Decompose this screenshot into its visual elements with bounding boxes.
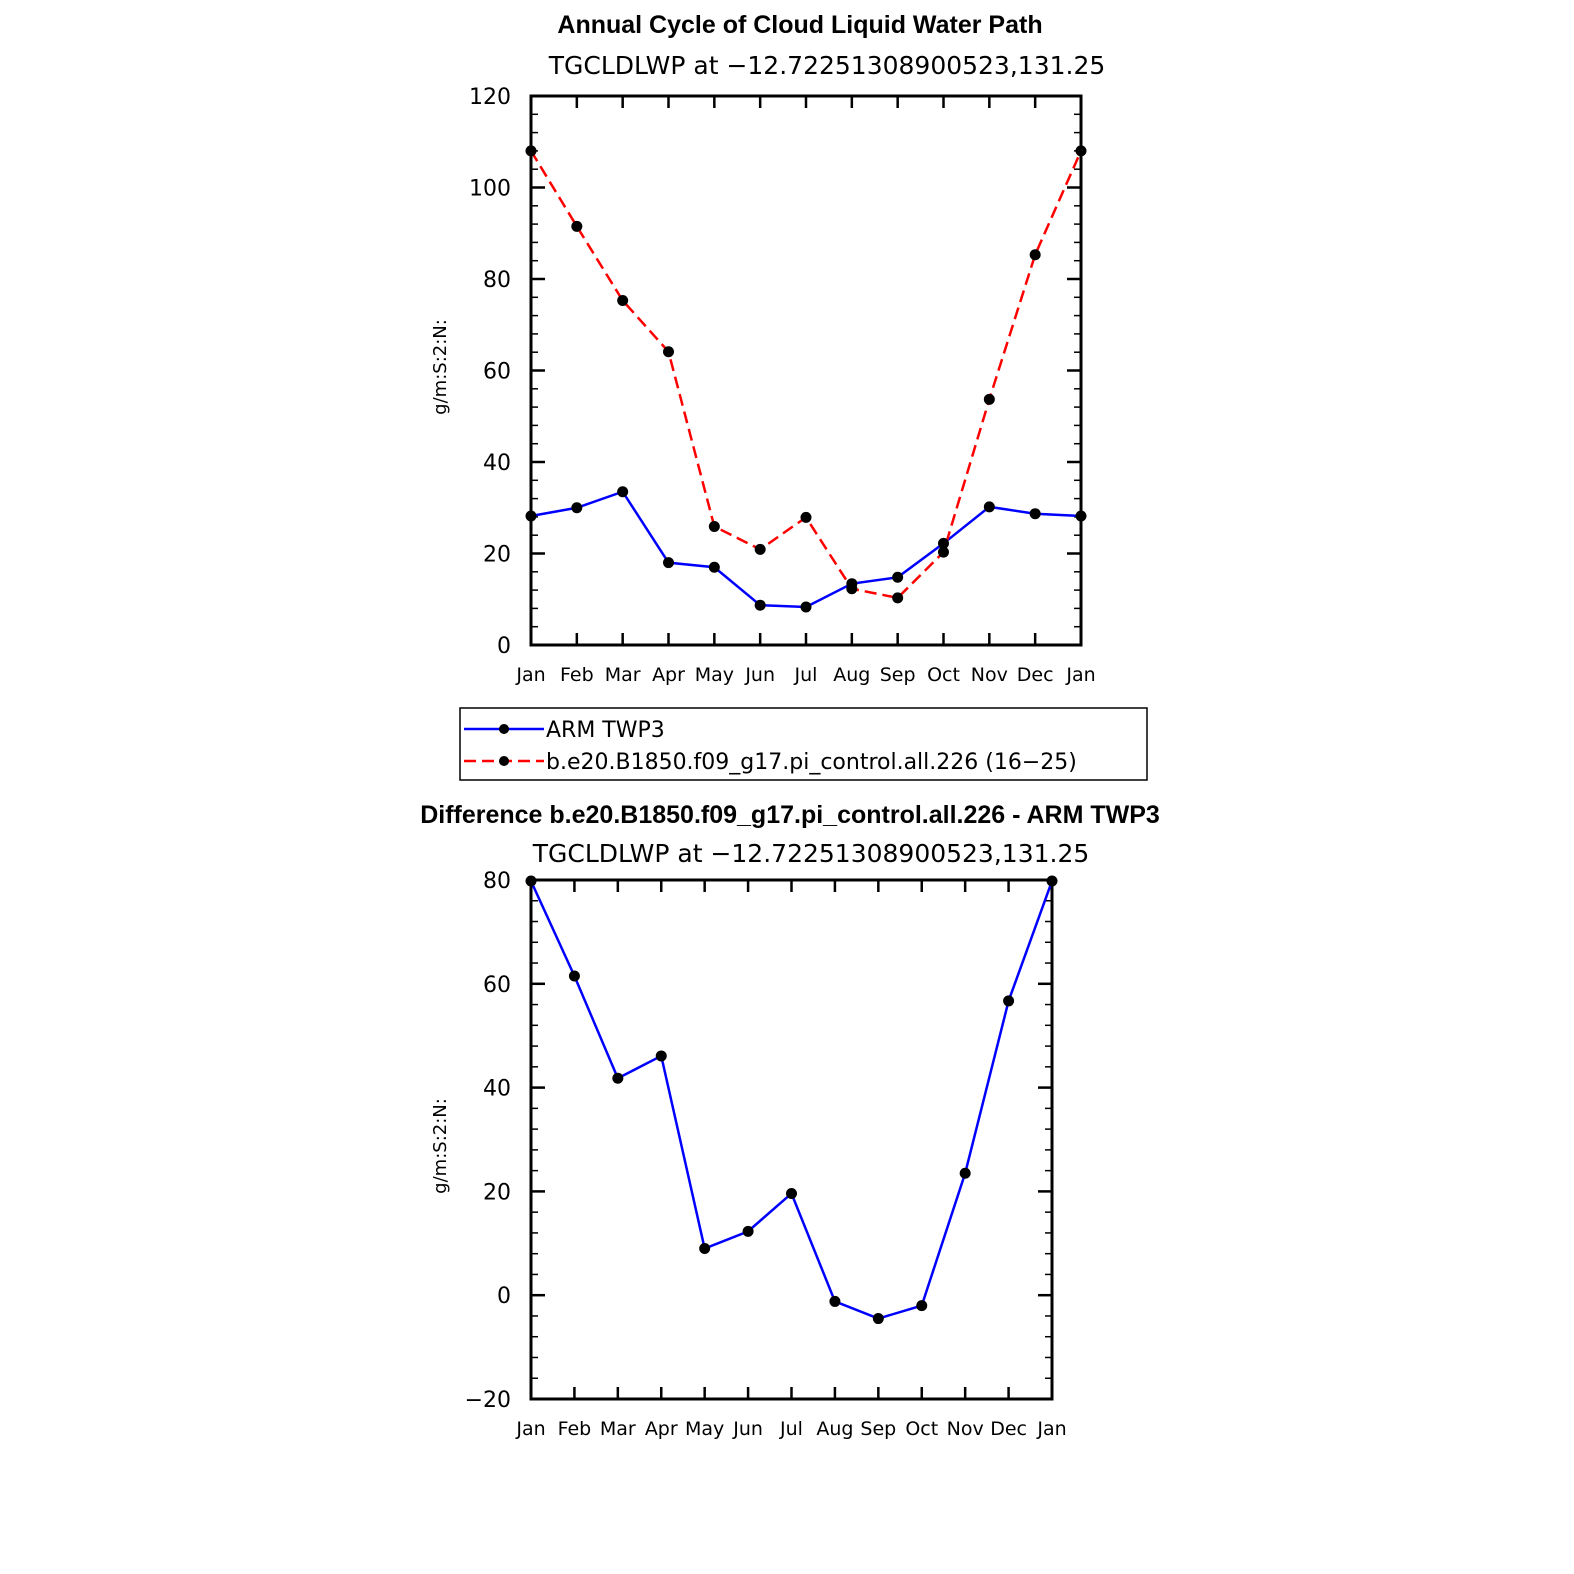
- difference-chart: Difference b.e20.B1850.f09_g17.pi_contro…: [420, 801, 1160, 1440]
- chart-title: Annual Cycle of Cloud Liquid Water Path: [557, 11, 1042, 39]
- data-point: [617, 486, 629, 498]
- data-point: [571, 220, 583, 232]
- y-tick-label: 20: [483, 1180, 511, 1205]
- x-tick-label: Oct: [927, 664, 960, 686]
- data-point: [525, 875, 537, 887]
- data-point: [655, 1050, 667, 1062]
- x-tick-label: Apr: [652, 664, 685, 686]
- y-tick-label: 60: [483, 973, 511, 998]
- data-point: [983, 501, 995, 513]
- y-axis-label: g/m:S:2:N:: [430, 1098, 451, 1194]
- data-point: [1003, 995, 1015, 1007]
- x-tick-label: Aug: [816, 1418, 853, 1440]
- x-tick-label: Jul: [779, 1418, 803, 1440]
- chart-subtitle: TGCLDLWP at −12.72251308900523,131.25: [532, 839, 1090, 868]
- data-point: [699, 1242, 711, 1254]
- data-point: [525, 510, 537, 522]
- data-point: [663, 557, 674, 569]
- annual-cycle-chart: Annual Cycle of Cloud Liquid Water Path …: [430, 11, 1148, 781]
- y-tick-label: 80: [483, 268, 511, 293]
- data-point: [1046, 875, 1058, 887]
- data-point: [742, 1225, 754, 1237]
- legend-marker-arm: [499, 724, 509, 734]
- data-point: [786, 1187, 797, 1199]
- legend-marker-model: [499, 756, 509, 766]
- x-tick-label: Jan: [1065, 664, 1095, 686]
- y-tick-label: 20: [483, 543, 511, 568]
- data-point: [1029, 249, 1041, 261]
- data-point: [754, 543, 766, 555]
- data-point: [800, 601, 812, 613]
- legend-label-arm: ARM TWP3: [546, 718, 665, 743]
- axes-frame: Jan Feb Mar Apr May Jun Jul Aug Sep Oct Nov Dec Jan0…: [469, 85, 1096, 686]
- x-tick-label: Dec: [1017, 664, 1054, 686]
- y-tick-label: 0: [497, 634, 511, 659]
- x-tick-label: Dec: [990, 1418, 1027, 1440]
- x-tick-label: Jun: [744, 664, 775, 686]
- chart-subtitle: TGCLDLWP at −12.72251308900523,131.25: [548, 51, 1106, 80]
- data-point: [754, 599, 766, 611]
- data-point: [708, 561, 720, 573]
- x-tick-label: Apr: [645, 1418, 678, 1440]
- data-point: [983, 393, 995, 405]
- data-point: [916, 1300, 928, 1312]
- legend-box: [459, 707, 1148, 781]
- data-point: [1075, 510, 1087, 522]
- data-point: [1075, 145, 1087, 157]
- y-tick-label: 0: [497, 1284, 511, 1309]
- x-tick-label: Sep: [860, 1418, 896, 1440]
- x-tick-label: Jul: [794, 664, 818, 686]
- data-point: [959, 1167, 971, 1179]
- x-tick-label: Jan: [1036, 1418, 1066, 1440]
- y-tick-label: 60: [483, 360, 511, 385]
- y-tick-label: 40: [483, 1077, 511, 1102]
- x-tick-label: Sep: [880, 664, 916, 686]
- data-point: [892, 571, 904, 583]
- data-point: [892, 592, 904, 604]
- x-tick-label: Mar: [600, 1418, 636, 1440]
- y-tick-label: −20: [465, 1388, 511, 1413]
- data-point: [872, 1313, 884, 1325]
- x-tick-label: Jan: [515, 664, 545, 686]
- x-tick-label: Feb: [560, 664, 594, 686]
- data-point: [1029, 508, 1041, 520]
- series-line-0: [529, 880, 1054, 1320]
- data-point: [525, 145, 537, 157]
- data-point: [938, 546, 949, 558]
- x-tick-label: Jun: [732, 1418, 763, 1440]
- x-tick-label: Aug: [833, 664, 870, 686]
- x-tick-label: Jan: [515, 1418, 545, 1440]
- data-point: [612, 1072, 624, 1084]
- x-tick-label: Nov: [971, 664, 1008, 686]
- series-layer: [525, 875, 1058, 1325]
- legend-label-model: b.e20.B1850.f09_g17.pi_control.all.226 (…: [546, 750, 1077, 775]
- data-point: [829, 1295, 841, 1307]
- data-point: [938, 537, 949, 549]
- y-axis-label: g/m:S:2:N:: [430, 319, 451, 415]
- x-tick-label: Mar: [605, 664, 641, 686]
- legend: ARM TWP3 b.e20.B1850.f09_g17.pi_control.…: [459, 707, 1148, 781]
- series-line-0: [530, 490, 1082, 609]
- data-point: [708, 521, 720, 533]
- data-point: [800, 511, 812, 523]
- x-tick-label: May: [695, 664, 734, 686]
- data-point: [617, 295, 629, 307]
- x-tick-label: May: [685, 1418, 724, 1440]
- series-line-1: [529, 150, 1083, 600]
- axes-frame: Jan Feb Mar Apr May Jun Jul Aug Sep Oct Nov Dec Jan−…: [465, 869, 1067, 1440]
- x-tick-label: Feb: [558, 1418, 592, 1440]
- data-point: [568, 970, 580, 982]
- data-point: [571, 502, 583, 514]
- chart-title: Difference b.e20.B1850.f09_g17.pi_contro…: [420, 801, 1160, 829]
- data-point: [663, 346, 674, 358]
- series-layer: [525, 145, 1087, 613]
- x-tick-label: Oct: [905, 1418, 938, 1440]
- y-tick-label: 120: [469, 85, 511, 110]
- y-tick-label: 100: [469, 177, 511, 202]
- y-tick-label: 80: [483, 869, 511, 894]
- x-tick-label: Nov: [947, 1418, 984, 1440]
- data-point: [846, 583, 858, 595]
- y-tick-label: 40: [483, 451, 511, 476]
